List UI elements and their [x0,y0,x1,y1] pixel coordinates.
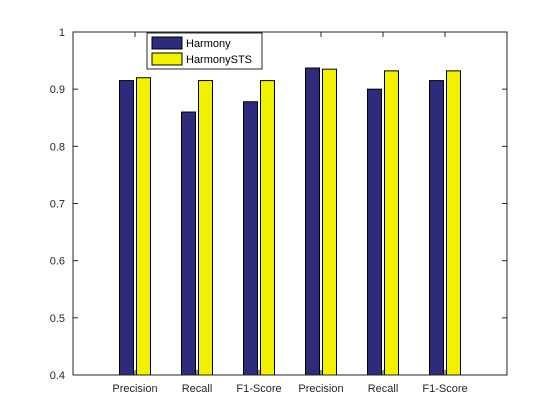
y-tick-label: 1 [59,27,65,39]
bar-harmonysts-1 [198,80,213,376]
y-tick-label: 0.7 [50,199,65,211]
bar-harmony-2 [243,101,258,376]
x-tick-label: Precision [298,383,343,395]
bar-harmonysts-4 [384,70,399,376]
y-tick-label: 0.4 [50,370,65,382]
legend-swatch-harmonysts [151,52,183,66]
x-tick-label: Precision [112,383,157,395]
x-tick-label: F1-Score [422,383,467,395]
bar-harmonysts-2 [260,80,275,376]
bar-harmony-4 [367,88,382,376]
y-tick-label: 0.8 [50,141,65,153]
y-tick-label: 0.5 [50,313,65,325]
legend: Harmony HarmonySTS [146,32,263,70]
y-tick-label: 0.9 [50,84,65,96]
x-tick-label: Recall [182,383,213,395]
bar-harmonysts-5 [446,70,461,376]
bar-harmony-1 [181,111,196,376]
bar-harmonysts-3 [322,68,337,376]
x-tick-label: Recall [368,383,399,395]
y-axis-ticks: 0.4 0.5 0.6 0.7 0.8 0.9 1 [50,27,507,382]
bar-harmonysts-0 [136,77,151,376]
bar-harmony-5 [429,80,444,376]
legend-label-harmony: Harmony [186,38,231,50]
y-tick-label: 0.6 [50,256,65,268]
bar-harmony-0 [119,80,134,376]
bar-harmony-3 [305,67,320,376]
x-tick-label: F1-Score [236,383,281,395]
bars-group [119,67,461,376]
legend-swatch-harmony [151,36,183,50]
x-axis-ticks: Precision Recall F1-Score Precision Recall F1… [112,32,468,395]
legend-label-harmonysts: HarmonySTS [186,54,252,66]
plot-frame [72,31,508,376]
